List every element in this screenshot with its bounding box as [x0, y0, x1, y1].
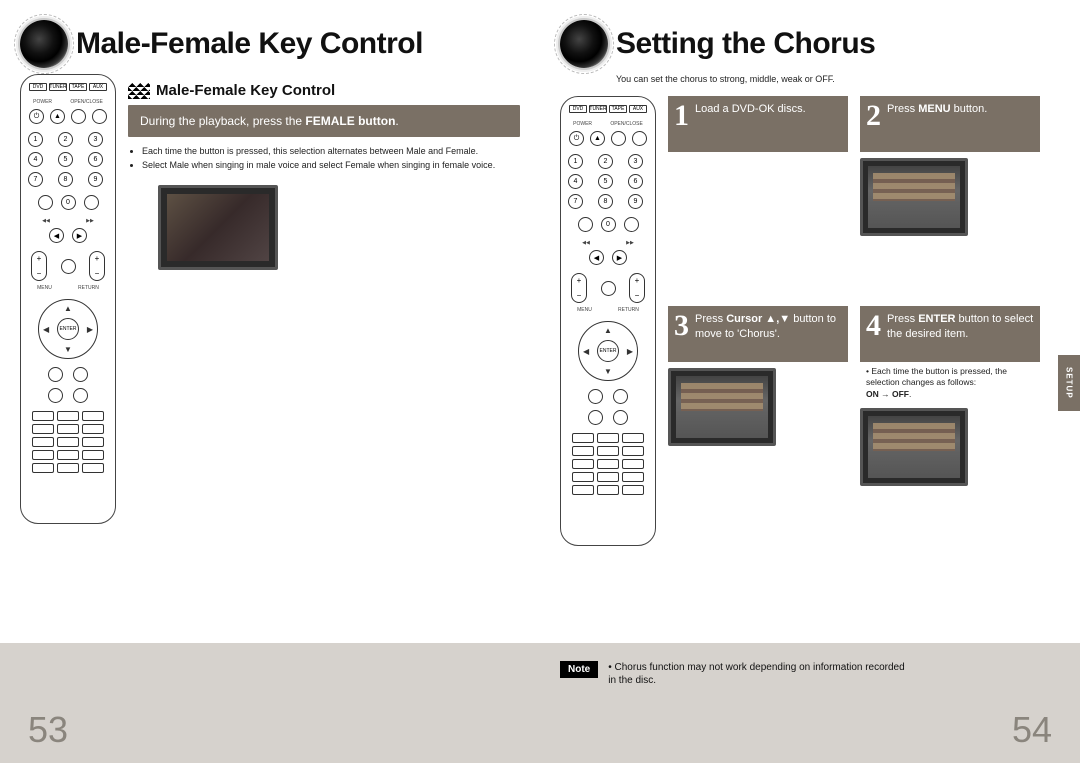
num-btn: 2 [58, 132, 73, 147]
tv-screenshot [860, 408, 968, 486]
num-btn: 9 [88, 172, 103, 187]
remote-tab: AUX [89, 83, 107, 91]
step4-note: • Each time the button is pressed, the s… [860, 362, 1040, 401]
page-number-right: 54 [1012, 709, 1052, 751]
note-badge: Note [560, 661, 598, 678]
step-4: 4 Press ENTER button to select the desir… [860, 306, 1040, 546]
tv-screenshot [668, 368, 776, 446]
step-number: 3 [674, 312, 689, 339]
dpad: ▲ ▼ ◀ ▶ ENTER [38, 299, 98, 359]
subsection-title: Male-Female Key Control [156, 82, 335, 99]
footer: 53 54 Note • Chorus function may not wor… [0, 643, 1080, 763]
remote-tab: DVD [29, 83, 47, 91]
left-body: Male-Female Key Control During the playb… [128, 74, 520, 524]
bullet: Select Male when singing in male voice a… [142, 159, 516, 171]
page-number-left: 53 [28, 709, 68, 751]
checker-icon [128, 83, 150, 99]
footer-left: 53 [0, 643, 540, 763]
note-text: Chorus function may not work depending o… [608, 662, 904, 686]
side-tab-setup: SETUP [1058, 355, 1080, 411]
speaker-icon [560, 20, 608, 68]
enter-button: ENTER [57, 318, 79, 340]
num-btn: 6 [88, 152, 103, 167]
remote-control: DVD TUNER TAPE AUX POWEROPEN/CLOSE ⏻▲ 1 … [560, 96, 656, 546]
remote-tab: TAPE [69, 83, 87, 91]
right-title-row: Setting the Chorus [560, 20, 1040, 68]
bullet: Each time the button is pressed, this se… [142, 145, 516, 157]
speaker-icon [20, 20, 68, 68]
num-btn: 8 [58, 172, 73, 187]
steps-grid: 1 Load a DVD-OK discs. 2 Press MENU butt… [668, 96, 1040, 546]
step-1: 1 Load a DVD-OK discs. [668, 96, 848, 296]
instruction-bullets: Each time the button is pressed, this se… [128, 137, 520, 171]
step-3: 3 Press Cursor ▲,▼ button to move to 'Ch… [668, 306, 848, 546]
num-btn: 4 [28, 152, 43, 167]
left-content: DVD TUNER TAPE AUX POWEROPEN/CLOSE ⏻▲ 1 … [20, 74, 520, 524]
remote-control: DVD TUNER TAPE AUX POWEROPEN/CLOSE ⏻▲ 1 … [20, 74, 116, 524]
step-2: 2 Press MENU button. [860, 96, 1040, 296]
num-btn: 1 [28, 132, 43, 147]
instruction-bar: During the playback, press the FEMALE bu… [128, 105, 520, 137]
step-number: 4 [866, 312, 881, 339]
footer-note: Note • Chorus function may not work depe… [560, 661, 908, 687]
step-number: 1 [674, 102, 689, 129]
right-subtitle: You can set the chorus to strong, middle… [616, 74, 1040, 84]
tv-screenshot [158, 185, 278, 270]
right-content: DVD TUNER TAPE AUX POWEROPEN/CLOSE ⏻▲ 1 … [560, 96, 1040, 546]
step-number: 2 [866, 102, 881, 129]
right-title: Setting the Chorus [616, 27, 875, 61]
tv-screenshot [860, 158, 968, 236]
subsection-header: Male-Female Key Control [128, 82, 520, 99]
left-title: Male-Female Key Control [76, 27, 423, 61]
num-btn: 5 [58, 152, 73, 167]
num-btn: 3 [88, 132, 103, 147]
num-btn: 7 [28, 172, 43, 187]
remote-tab: TUNER [49, 83, 67, 91]
left-title-row: Male-Female Key Control [20, 20, 520, 68]
